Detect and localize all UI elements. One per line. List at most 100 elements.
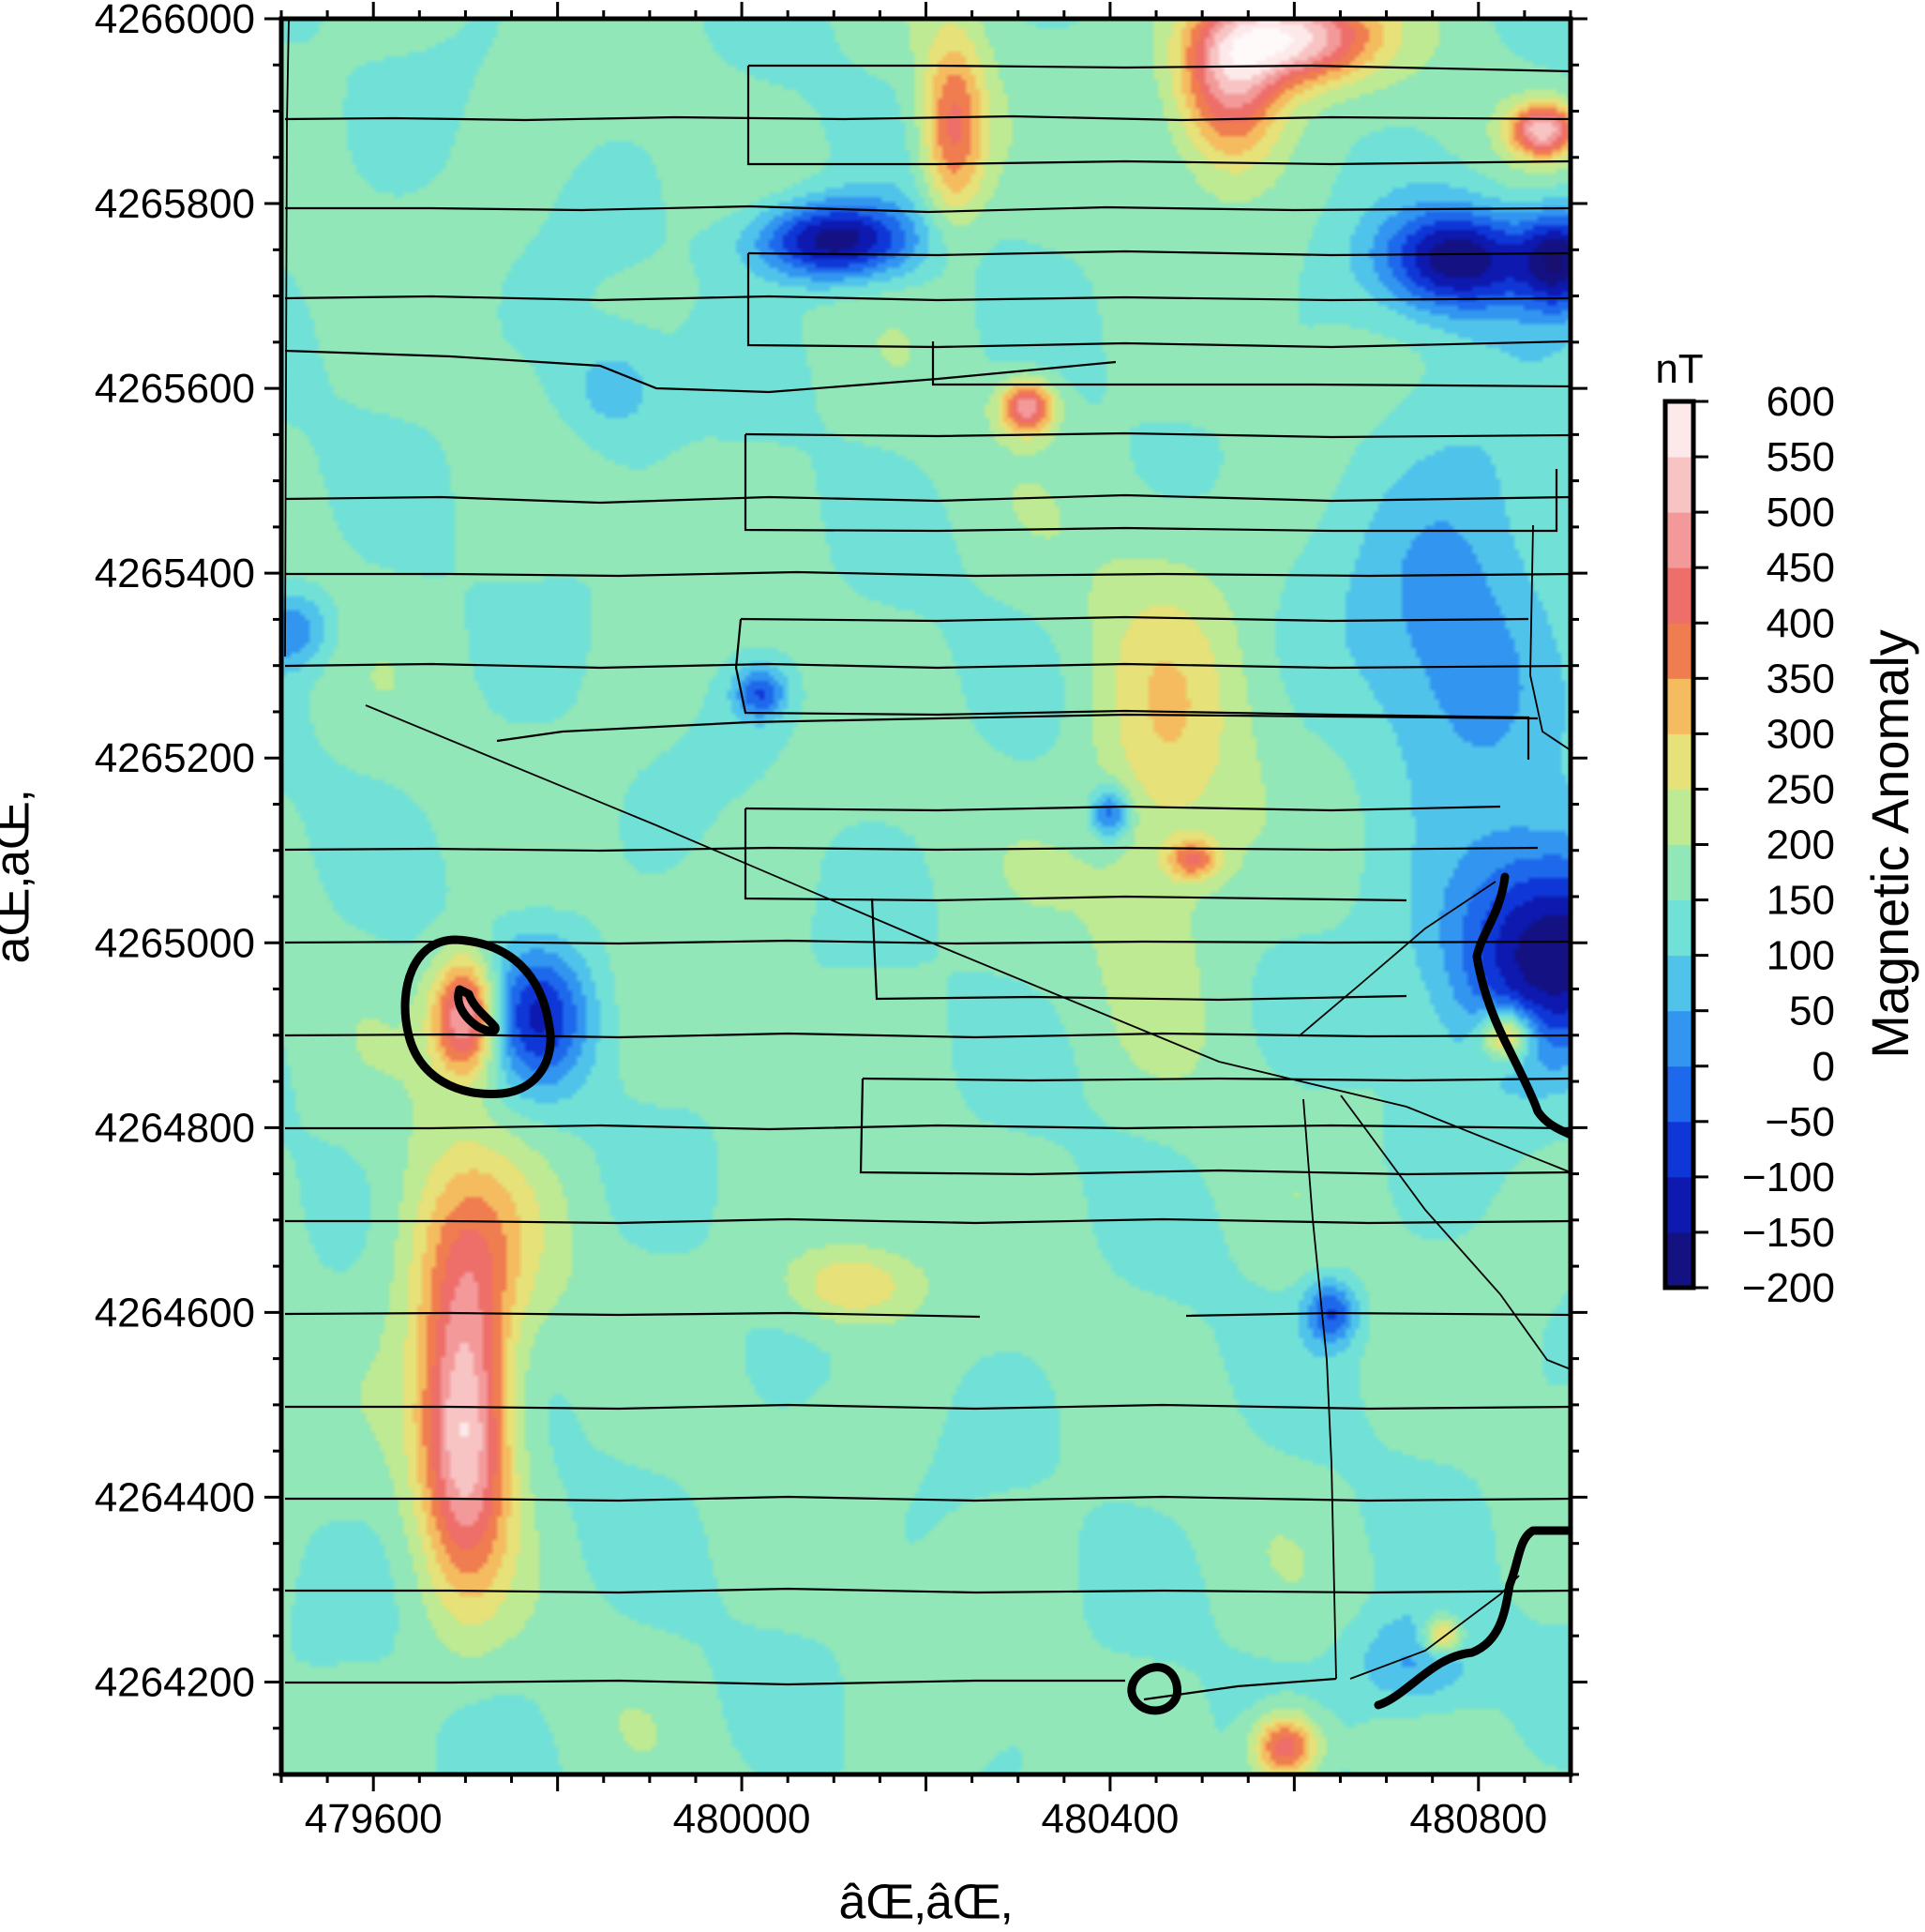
colorbar-title: Magnetic Anomaly <box>1860 629 1919 1059</box>
colorbar-swatch <box>1665 844 1693 901</box>
colorbar-tick-label: 600 <box>1767 379 1835 425</box>
y-tick-label: 4265600 <box>95 366 255 412</box>
anomaly-outline <box>400 935 555 1098</box>
colorbar-tick-label: 0 <box>1812 1044 1835 1090</box>
colorbar-tick-label: 300 <box>1767 711 1835 757</box>
survey-line <box>284 493 1571 505</box>
colorbar-tick-label: −150 <box>1742 1210 1835 1256</box>
survey-line <box>285 1679 1125 1686</box>
survey-line <box>744 808 1407 902</box>
x-tick-label: 480000 <box>673 1796 811 1842</box>
colorbar-tick-label: −100 <box>1742 1155 1835 1200</box>
y-axis: 4264200 4264400 4264600 4264800 4265000 42652… <box>95 0 1587 1776</box>
survey-line <box>740 615 1529 623</box>
survey-line <box>284 1311 981 1319</box>
colorbar-swatch <box>1665 1065 1693 1123</box>
y-tick-label: 4264800 <box>95 1105 255 1151</box>
y-tick-label: 4264200 <box>95 1659 255 1705</box>
y-tick-label: 4265000 <box>95 920 255 966</box>
colorbar-swatch <box>1665 567 1693 624</box>
colorbar-swatches <box>1665 401 1693 1289</box>
colorbar-tick-label: 250 <box>1767 766 1835 812</box>
survey-line <box>284 19 290 657</box>
colorbar-swatch <box>1665 1176 1693 1233</box>
survey-line <box>284 662 1571 670</box>
colorbar-swatch <box>1665 512 1693 568</box>
colorbar-tick-label: 200 <box>1767 823 1835 868</box>
x-axis: 479600 480000 480400 480800 <box>279 2 1572 1842</box>
survey-line <box>284 1032 1571 1039</box>
survey-line <box>496 713 1539 743</box>
survey-line <box>859 1078 1571 1176</box>
colorbar-swatch <box>1665 899 1693 957</box>
survey-line <box>744 434 1558 533</box>
colorbar-tick-label: 150 <box>1767 878 1835 924</box>
survey-line <box>744 431 1571 439</box>
colorbar-tick-label: 450 <box>1767 545 1835 591</box>
survey-line <box>744 805 1501 812</box>
colorbar: 600550500450400350300250200150100500−50−… <box>1655 346 1919 1311</box>
colorbar-swatch <box>1665 733 1693 790</box>
colorbar-swatch <box>1665 623 1693 679</box>
survey-line <box>284 846 1539 853</box>
colorbar-tick-label: −200 <box>1742 1265 1835 1311</box>
colorbar-swatch <box>1665 789 1693 845</box>
y-tick-label: 4264400 <box>95 1474 255 1520</box>
survey-line <box>870 898 1407 1002</box>
colorbar-tick-label: 100 <box>1767 933 1835 979</box>
survey-line <box>862 1077 1571 1082</box>
colorbar-tick-label: −50 <box>1765 1099 1835 1145</box>
survey-line <box>931 341 1571 388</box>
survey-line <box>285 1124 1571 1131</box>
anomaly-heatmap <box>281 19 1571 1774</box>
x-tick-label: 480400 <box>1042 1796 1180 1842</box>
colorbar-swatch <box>1665 678 1693 734</box>
y-tick-label: 4265800 <box>95 181 255 227</box>
survey-line <box>284 349 1117 394</box>
y-tick-label: 4264600 <box>95 1290 255 1336</box>
survey-line <box>1185 1311 1571 1318</box>
survey-line <box>365 704 1571 1173</box>
survey-line <box>284 114 1571 122</box>
y-axis-title: âŒ‚âŒ‚ <box>0 791 39 964</box>
survey-line <box>746 253 1571 349</box>
colorbar-swatch <box>1665 1121 1693 1178</box>
survey-line <box>285 1403 1571 1411</box>
anomaly-outlines <box>400 872 1571 1715</box>
survey-line <box>285 1217 1571 1225</box>
x-tick-label: 480800 <box>1409 1796 1547 1842</box>
survey-line <box>285 204 1571 214</box>
colorbar-tick-label: 500 <box>1767 490 1835 536</box>
colorbar-tick-label: 350 <box>1767 656 1835 702</box>
survey-line <box>285 570 1571 578</box>
colorbar-tick-label: 550 <box>1767 434 1835 480</box>
survey-line <box>747 249 1571 257</box>
anomaly-outline <box>1472 872 1571 1140</box>
anomaly-outline <box>1127 1663 1182 1715</box>
survey-line <box>746 66 1571 166</box>
y-tick-label: 4266000 <box>95 0 255 42</box>
x-tick-label: 479600 <box>305 1796 443 1842</box>
survey-line <box>1302 1098 1337 1680</box>
anomaly-outline <box>1374 1526 1571 1710</box>
colorbar-swatch <box>1665 457 1693 513</box>
colorbar-tick-label: 400 <box>1767 600 1835 646</box>
colorbar-swatch <box>1665 955 1693 1012</box>
colorbar-unit: nT <box>1655 346 1703 392</box>
anomaly-outline <box>454 985 500 1035</box>
survey-line <box>285 1495 1571 1502</box>
colorbar-swatch <box>1665 1010 1693 1067</box>
survey-line <box>1298 881 1496 1037</box>
survey-line <box>284 294 1571 302</box>
survey-line <box>748 64 1571 73</box>
y-tick-label: 4265400 <box>95 551 255 596</box>
colorbar-swatch <box>1665 401 1693 458</box>
colorbar-tick-label: 50 <box>1789 989 1835 1034</box>
colorbar-swatch <box>1665 1231 1693 1289</box>
y-tick-label: 4265200 <box>95 735 255 781</box>
colorbar-ticks: 600550500450400350300250200150100500−50−… <box>1693 379 1835 1311</box>
survey-line <box>1529 524 1571 751</box>
x-axis-title: âŒ‚âŒ‚ <box>839 1875 1013 1929</box>
survey-line <box>1340 1094 1571 1370</box>
